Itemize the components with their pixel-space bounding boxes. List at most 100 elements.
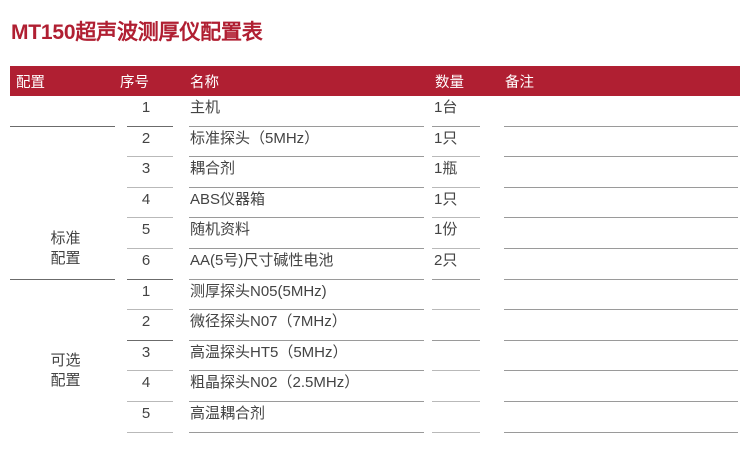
cell-rule bbox=[127, 339, 173, 341]
cell-rule bbox=[189, 278, 424, 280]
cell-rule bbox=[432, 400, 480, 402]
cell-name: 随机资料 bbox=[185, 218, 430, 249]
cell-name-value: 高温耦合剂 bbox=[190, 404, 266, 422]
cell-name-value: AA(5号)尺寸碱性电池 bbox=[190, 251, 334, 269]
table-row: 标准 配置 3 耦合剂 1瓶 bbox=[10, 157, 740, 267]
cell-rule bbox=[127, 217, 173, 219]
cell-index: 2 bbox=[115, 127, 185, 158]
table-row: 4 粗晶探头N02（2.5MHz） bbox=[10, 371, 740, 402]
cell-rule bbox=[432, 370, 480, 372]
configuration-table: 配置 序号 名称 数量 备注 1 主机 bbox=[10, 66, 740, 433]
group-label-standard: 标准 配置 bbox=[10, 218, 115, 279]
table-row: 6 AA(5号)尺寸碱性电池 2只 bbox=[10, 249, 740, 280]
cell-rule bbox=[504, 247, 738, 249]
cell-quantity bbox=[430, 371, 500, 402]
cell-rule bbox=[189, 339, 424, 341]
cell-rule bbox=[127, 247, 173, 249]
table-row: 1 测厚探头N05(5MHz) bbox=[10, 280, 740, 311]
cell-name: 耦合剂 bbox=[185, 157, 430, 188]
cell-rule bbox=[189, 125, 424, 127]
cell-quantity: 1只 bbox=[430, 188, 500, 219]
page-title: MT150超声波测厚仪配置表 bbox=[11, 21, 263, 44]
cell-name-value: 粗晶探头N02（2.5MHz） bbox=[190, 374, 360, 392]
cell-name-value: 耦合剂 bbox=[190, 160, 236, 178]
group-label-spacer bbox=[10, 127, 115, 158]
table-body: 1 主机 1台 bbox=[10, 96, 740, 433]
cell-quantity: 1瓶 bbox=[430, 157, 500, 188]
cell-rule bbox=[127, 125, 173, 127]
cell-remark bbox=[500, 249, 740, 280]
cell-rule bbox=[432, 247, 480, 249]
cell-quantity-value: 1只 bbox=[434, 190, 458, 208]
cell-index: 4 bbox=[115, 371, 185, 402]
cell-name: 高温探头HT5（5MHz） bbox=[185, 341, 430, 372]
cell-rule bbox=[504, 309, 738, 311]
cell-name: 微径探头N07（7MHz） bbox=[185, 310, 430, 341]
cell-rule bbox=[189, 400, 424, 402]
cell-rule bbox=[432, 339, 480, 341]
cell-rule bbox=[504, 370, 738, 372]
cell-name: 主机 bbox=[185, 96, 430, 127]
cell-quantity: 1台 bbox=[430, 96, 500, 127]
cell-remark bbox=[500, 280, 740, 311]
cell-rule bbox=[127, 370, 173, 372]
cell-index-value: 5 bbox=[141, 404, 151, 422]
cell-name: 测厚探头N05(5MHz) bbox=[185, 280, 430, 311]
table-row: 2 标准探头（5MHz） 1只 bbox=[10, 127, 740, 158]
table-row: 3 高温探头HT5（5MHz） bbox=[10, 341, 740, 372]
cell-rule bbox=[189, 217, 424, 219]
cell-rule bbox=[504, 186, 738, 188]
column-header-name: 名称 bbox=[190, 74, 219, 91]
cell-rule bbox=[432, 186, 480, 188]
section-top-rule bbox=[10, 125, 115, 127]
table-group-optional: 1 测厚探头N05(5MHz) bbox=[10, 280, 740, 433]
cell-rule bbox=[127, 278, 173, 280]
group-label-spacer bbox=[10, 280, 115, 311]
cell-index: 5 bbox=[115, 218, 185, 249]
cell-remark bbox=[500, 188, 740, 219]
section-bottom-rule bbox=[10, 278, 115, 280]
cell-name: AA(5号)尺寸碱性电池 bbox=[185, 249, 430, 280]
cell-rule bbox=[504, 156, 738, 158]
cell-index-value: 2 bbox=[141, 129, 151, 147]
cell-quantity-value: 1台 bbox=[434, 99, 458, 116]
cell-name-value: 高温探头HT5（5MHz） bbox=[190, 343, 348, 361]
cell-remark bbox=[500, 127, 740, 158]
cell-rule bbox=[189, 431, 424, 433]
group-label-optional: 可选 配置 bbox=[10, 341, 115, 402]
cell-quantity-value: 1只 bbox=[434, 129, 458, 147]
group-label-line1: 可选 bbox=[50, 352, 81, 370]
cell-index-value: 3 bbox=[141, 160, 151, 178]
cell-quantity-value: 1份 bbox=[434, 221, 458, 239]
cell-remark bbox=[500, 218, 740, 249]
cell-rule bbox=[432, 431, 480, 433]
group-label-spacer bbox=[10, 402, 115, 433]
cell-rule bbox=[504, 400, 738, 402]
cell-index: 4 bbox=[115, 188, 185, 219]
group-label-spacer bbox=[10, 188, 115, 219]
cell-index-value: 1 bbox=[141, 282, 151, 300]
group-label-spacer bbox=[10, 96, 115, 127]
cell-name-value: 随机资料 bbox=[190, 221, 251, 239]
cell-name: 粗晶探头N02（2.5MHz） bbox=[185, 371, 430, 402]
cell-rule bbox=[432, 217, 480, 219]
cell-index-value: 3 bbox=[141, 343, 151, 361]
cell-remark bbox=[500, 157, 740, 188]
cell-rule bbox=[504, 339, 738, 341]
cell-rule bbox=[127, 400, 173, 402]
table-group-standard: 1 主机 1台 bbox=[10, 96, 740, 280]
cell-name: 标准探头（5MHz） bbox=[185, 127, 430, 158]
cell-remark bbox=[500, 371, 740, 402]
group-label-line1: 标准 bbox=[50, 229, 81, 247]
cell-index: 5 bbox=[115, 402, 185, 433]
group-label-line2: 配置 bbox=[50, 249, 81, 267]
cell-rule bbox=[189, 370, 424, 372]
cell-name: ABS仪器箱 bbox=[185, 188, 430, 219]
cell-quantity bbox=[430, 402, 500, 433]
cell-quantity bbox=[430, 280, 500, 311]
table-header-row: 配置 序号 名称 数量 备注 bbox=[10, 66, 740, 96]
cell-rule bbox=[127, 186, 173, 188]
cell-name-value: ABS仪器箱 bbox=[190, 190, 266, 208]
column-header-config: 配置 bbox=[16, 74, 45, 91]
